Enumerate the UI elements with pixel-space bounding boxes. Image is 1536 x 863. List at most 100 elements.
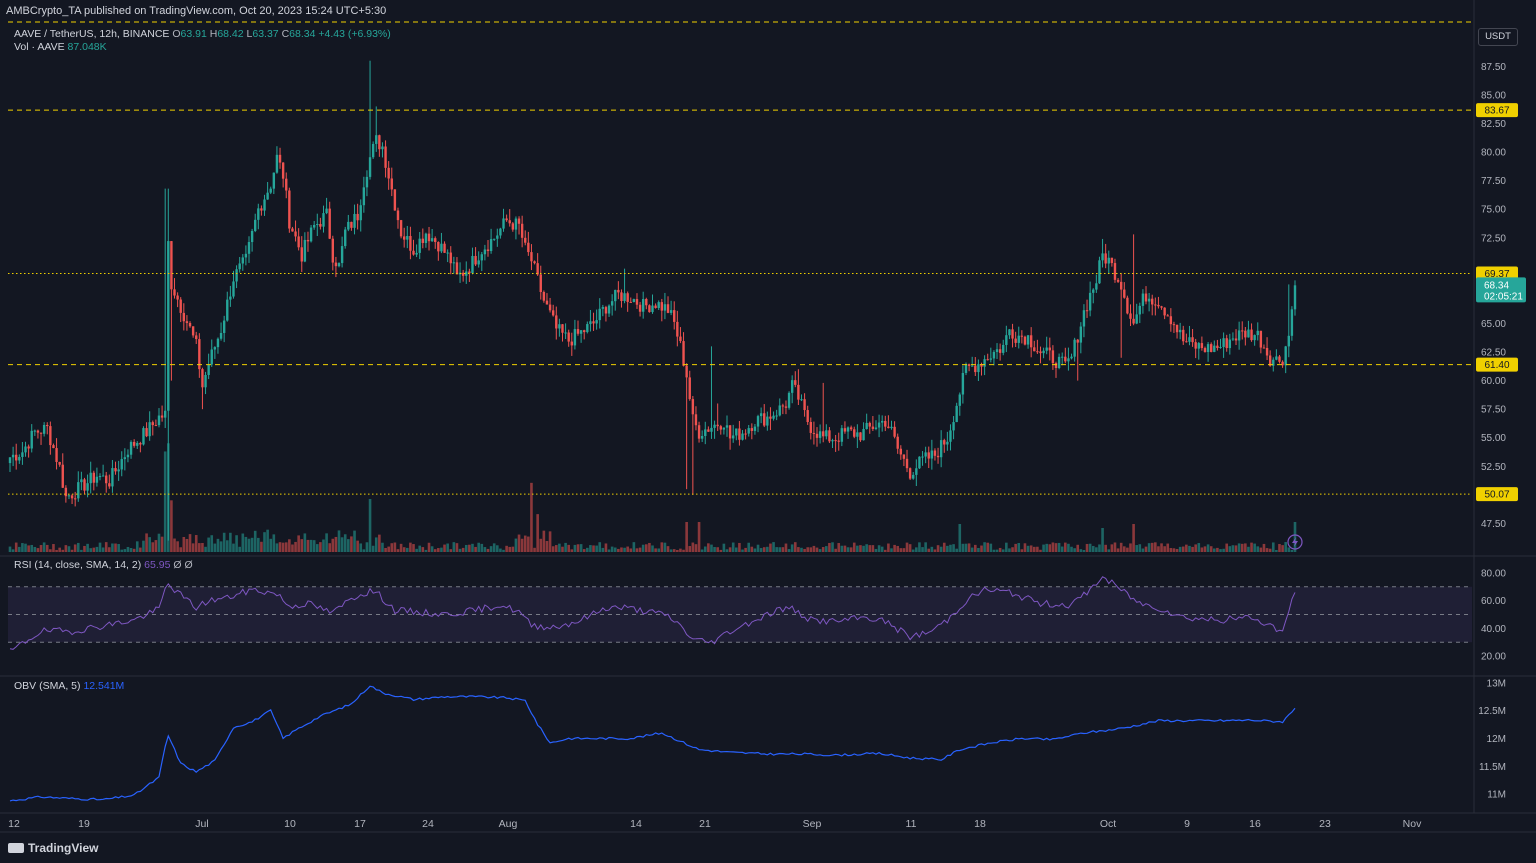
time-axis-label: 10 (284, 818, 296, 830)
volume-bar (542, 530, 546, 552)
volume-bar (703, 546, 707, 552)
candle-body (67, 495, 71, 497)
candle-body (623, 293, 626, 302)
volume-bar (114, 543, 117, 552)
volume-bar (1203, 546, 1207, 552)
volume-bar (1150, 542, 1154, 552)
candle-body (1234, 338, 1238, 341)
currency-button[interactable]: USDT (1478, 28, 1518, 46)
candle-body (344, 229, 347, 247)
volume-bar (874, 548, 878, 552)
candle-body (58, 461, 61, 465)
price-tick-label: 60.00 (1481, 376, 1506, 387)
candle-body (868, 422, 871, 427)
volume-bar (949, 544, 952, 552)
candle-body (1054, 363, 1058, 369)
candle-body (201, 369, 204, 388)
volume-bar (939, 546, 943, 552)
candle-body (654, 305, 657, 308)
level-badge (1476, 103, 1518, 118)
candle-body (154, 425, 158, 427)
last-price-label: 68.34 (1484, 280, 1509, 291)
rsi-label[interactable]: RSI (14, close, SMA, 14, 2) (14, 559, 142, 571)
obv-tick-label: 13M (1487, 678, 1506, 689)
candle-body (1020, 335, 1024, 337)
candle-body (368, 157, 372, 177)
volume-bar (222, 532, 226, 552)
volume-bar (101, 547, 105, 552)
candle-body (924, 452, 927, 457)
candle-body (1228, 339, 1232, 349)
volume-bar (325, 533, 328, 552)
symbol-label[interactable]: AAVE / TetherUS, 12h, BINANCE (14, 28, 170, 40)
volume-bar (27, 545, 30, 552)
candle-body (1262, 347, 1266, 349)
volume-label[interactable]: Vol · AAVE (14, 41, 65, 53)
candle-body (669, 310, 673, 313)
candle-body (1126, 297, 1129, 314)
candle-body (865, 422, 868, 429)
candle-body (111, 468, 114, 487)
candle-body (418, 238, 421, 253)
volume-bar (219, 541, 223, 552)
candle-body (564, 332, 567, 334)
countdown-label: 02:05:21 (1484, 291, 1523, 302)
obv-label[interactable]: OBV (SMA, 5) (14, 680, 81, 692)
volume-bar (157, 533, 161, 552)
volume-bar (154, 540, 158, 552)
candle-body (285, 178, 288, 191)
volume-bar (86, 543, 89, 552)
obv-legend: OBV (SMA, 5) 12.541M (14, 680, 124, 692)
volume-bar (576, 544, 580, 552)
candle-body (635, 299, 639, 305)
tradingview-logo[interactable]: TradingView (8, 841, 98, 855)
candle-body (604, 307, 608, 314)
volume-bar (89, 548, 93, 552)
volume-bar (520, 538, 524, 552)
volume-bar (104, 542, 108, 552)
volume-bar (629, 548, 633, 552)
candle-body (235, 269, 238, 282)
volume-bar (598, 542, 602, 552)
volume-bar (427, 542, 431, 552)
volume-bar (707, 543, 710, 552)
candle-body (707, 429, 710, 432)
candle-body (759, 413, 763, 417)
volume-bar (421, 547, 425, 552)
candle-body (266, 192, 269, 200)
candle-body (1014, 338, 1017, 343)
candle-body (1275, 356, 1278, 360)
volume-bar (517, 534, 521, 552)
volume-bar (269, 538, 273, 552)
candle-body (694, 414, 698, 426)
volume-bar (654, 548, 657, 552)
volume-bar (486, 548, 490, 552)
volume-bar (933, 549, 937, 552)
candle-body (42, 424, 46, 434)
price-tick-label: 65.00 (1481, 319, 1506, 330)
candle-body (95, 476, 99, 483)
volume-bar (1219, 549, 1222, 552)
volume-bar (840, 545, 844, 552)
candle-body (781, 405, 785, 407)
candle-body (915, 468, 918, 475)
rsi-legend: RSI (14, close, SMA, 14, 2) 65.95 Ø Ø (14, 559, 193, 571)
candle-body (524, 237, 527, 243)
candle-body (412, 250, 415, 255)
volume-bar (21, 543, 24, 552)
volume-bar (108, 547, 111, 552)
volume-bar (831, 542, 834, 552)
volume-bar (1138, 544, 1142, 552)
published-info: AMBCrypto_TA published on TradingView.co… (6, 5, 387, 17)
candle-body (946, 441, 949, 445)
candle-body (607, 305, 611, 314)
volume-bar (955, 548, 958, 552)
volume-bar (70, 549, 74, 552)
candle-body (548, 304, 552, 311)
volume-bar (1082, 549, 1086, 552)
candle-body (1293, 285, 1297, 310)
candle-body (105, 475, 108, 484)
candle-body (390, 178, 393, 190)
candle-body (530, 252, 533, 262)
